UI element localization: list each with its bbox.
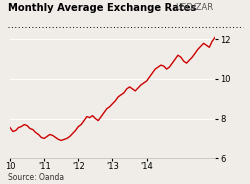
Text: USD/ZAR: USD/ZAR (175, 3, 213, 12)
Text: Source: Oanda: Source: Oanda (8, 173, 64, 182)
Text: Monthly Average Exchange Rates: Monthly Average Exchange Rates (8, 3, 196, 13)
